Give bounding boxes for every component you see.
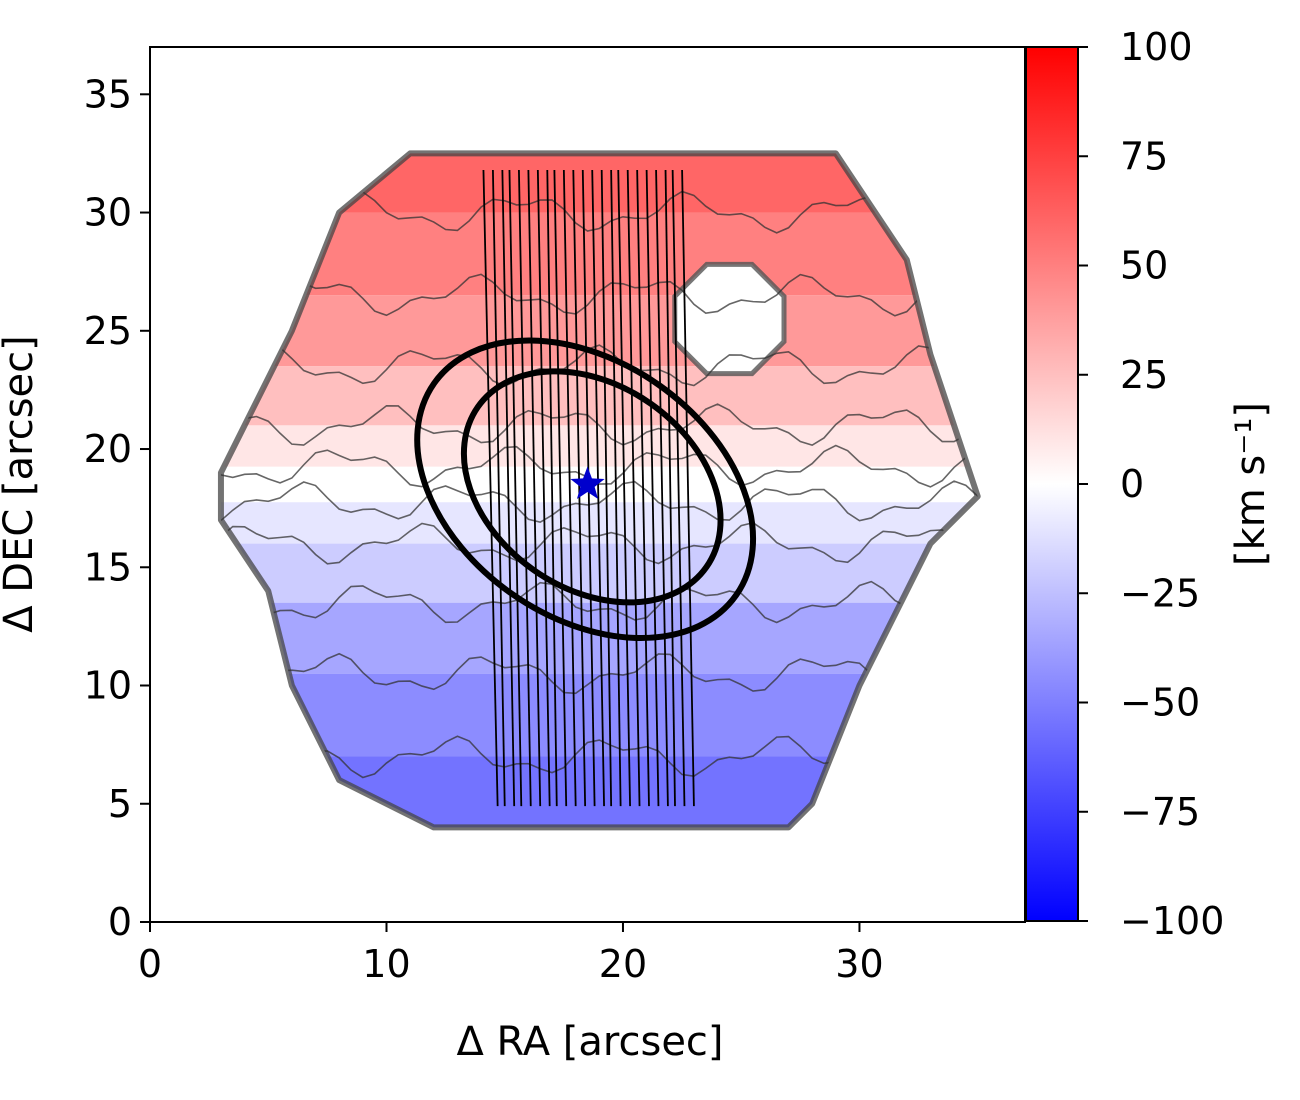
slit-line xyxy=(645,169,660,807)
y-tick-label: 30 xyxy=(84,191,132,235)
slit-line xyxy=(553,169,568,807)
y-tick-label: 10 xyxy=(84,664,132,708)
colorbar-tick-label: 50 xyxy=(1120,244,1168,288)
x-tick-label: 30 xyxy=(835,942,883,986)
colorbar-tick-label: 0 xyxy=(1120,462,1144,506)
aperture-ellipse xyxy=(460,368,724,606)
velocity-contour xyxy=(220,344,978,387)
slit-line xyxy=(536,169,551,807)
slit-line xyxy=(671,169,686,807)
slit-line xyxy=(572,169,587,807)
y-tick-label: 35 xyxy=(84,72,132,116)
slit-line xyxy=(527,169,542,807)
slit-line xyxy=(492,169,506,807)
x-axis-label: Δ RA [arcsec] xyxy=(456,1019,723,1065)
slit-line xyxy=(664,169,676,807)
colorbar-tick-label: −75 xyxy=(1120,790,1200,834)
y-tick-label: 25 xyxy=(84,309,132,353)
x-tick-label: 10 xyxy=(362,942,410,986)
x-tick-label: 20 xyxy=(599,942,647,986)
slit-line xyxy=(482,169,499,807)
slit-line xyxy=(546,169,558,807)
colorbar-label: [km s⁻¹] xyxy=(1228,402,1274,566)
center-star-marker xyxy=(570,466,605,500)
x-tick-label: 0 xyxy=(138,942,162,986)
slit-line xyxy=(626,169,641,807)
colorbar-tick-label: −100 xyxy=(1120,899,1224,943)
slit-line xyxy=(655,169,669,807)
velocity-contour xyxy=(220,444,978,488)
slit-line xyxy=(508,169,523,807)
y-tick-label: 15 xyxy=(84,545,132,589)
slit-line xyxy=(636,169,650,807)
slit-line xyxy=(562,169,577,807)
velocity-contour xyxy=(220,273,978,317)
velocity-band xyxy=(220,425,978,467)
aperture-ellipses xyxy=(414,337,757,642)
aperture-ellipse xyxy=(414,337,757,642)
slit-line xyxy=(681,169,695,807)
colorbar-tick-label: −50 xyxy=(1120,681,1200,725)
y-tick-label: 5 xyxy=(108,782,132,826)
slit-line xyxy=(600,169,613,807)
slit-line xyxy=(501,169,516,807)
y-tick-label: 20 xyxy=(84,427,132,471)
velocity-contour xyxy=(220,403,978,447)
x-axis: 0 10 20 30 xyxy=(138,922,884,986)
slit-line xyxy=(591,169,605,807)
colorbar-tick-label: 100 xyxy=(1120,25,1193,69)
velocity-band xyxy=(220,212,978,296)
slit-line xyxy=(518,169,532,807)
star-marker xyxy=(570,466,605,500)
colorbar-tick-label: 25 xyxy=(1120,353,1168,397)
y-axis-label: Δ DEC [arcsec] xyxy=(0,335,42,633)
y-axis: 0 5 10 15 20 25 30 35 xyxy=(84,72,150,944)
field-outline xyxy=(217,150,981,831)
slit-line xyxy=(610,169,622,807)
velocity-contour xyxy=(220,580,978,624)
colorbar-tick-label: −25 xyxy=(1120,571,1200,615)
slit-line xyxy=(617,169,631,807)
field-hole xyxy=(672,261,787,377)
colorbar-gradient xyxy=(1025,46,1079,922)
velocity-contour xyxy=(220,480,978,524)
y-tick-label: 0 xyxy=(108,900,132,944)
plot-area xyxy=(149,46,1026,923)
colorbar: 100 75 50 25 0 −25 −50 −75 −100 xyxy=(1025,25,1224,943)
colorbar-tick-label: 75 xyxy=(1120,134,1168,178)
